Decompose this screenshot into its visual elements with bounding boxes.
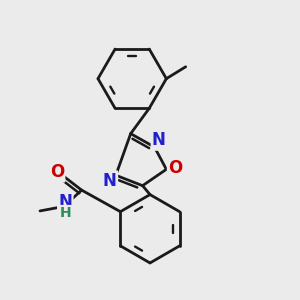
Text: N: N [58,193,72,211]
Text: H: H [59,206,71,220]
Text: O: O [50,163,64,181]
Text: N: N [152,131,166,149]
Text: O: O [168,159,182,177]
Text: N: N [103,172,117,190]
